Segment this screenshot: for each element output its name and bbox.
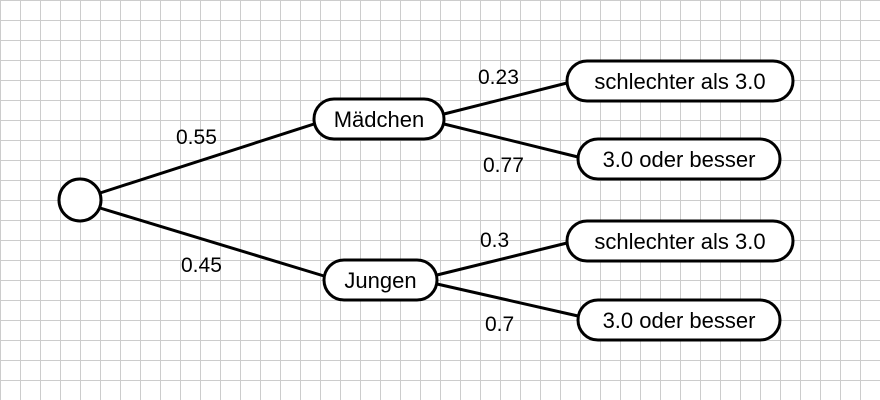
edge-root-jungen: [99, 206, 325, 278]
prob-maedchen-schlechter: 0.23: [478, 66, 519, 89]
edge-root-maedchen: [99, 122, 315, 195]
prob-maedchen: 0.55: [176, 126, 217, 149]
edge-maedchen-schlechter: [443, 81, 568, 116]
node-jungen-schlechter: schlechter als 3.0: [565, 219, 795, 263]
prob-maedchen-besser: 0.77: [483, 154, 524, 177]
node-maedchen-label: Mädchen: [334, 107, 425, 132]
node-jungen-schlechter-label: schlechter als 3.0: [594, 229, 765, 254]
node-jungen-label: Jungen: [344, 268, 416, 293]
root-node: [57, 177, 103, 223]
node-maedchen: Mädchen: [312, 97, 446, 141]
node-jungen-besser: 3.0 oder besser: [576, 298, 782, 342]
edge-jungen-schlechter: [436, 241, 568, 277]
edge-maedchen-besser: [443, 122, 579, 159]
prob-jungen: 0.45: [181, 254, 222, 277]
node-maedchen-besser-label: 3.0 oder besser: [603, 147, 756, 172]
node-jungen: Jungen: [322, 258, 439, 302]
node-maedchen-schlechter: schlechter als 3.0: [565, 59, 795, 103]
node-maedchen-besser: 3.0 oder besser: [576, 137, 782, 181]
prob-jungen-besser: 0.7: [485, 313, 514, 336]
edge-jungen-besser: [436, 282, 579, 318]
node-maedchen-schlechter-label: schlechter als 3.0: [594, 69, 765, 94]
node-jungen-besser-label: 3.0 oder besser: [603, 308, 756, 333]
prob-jungen-schlechter: 0.3: [480, 229, 509, 252]
